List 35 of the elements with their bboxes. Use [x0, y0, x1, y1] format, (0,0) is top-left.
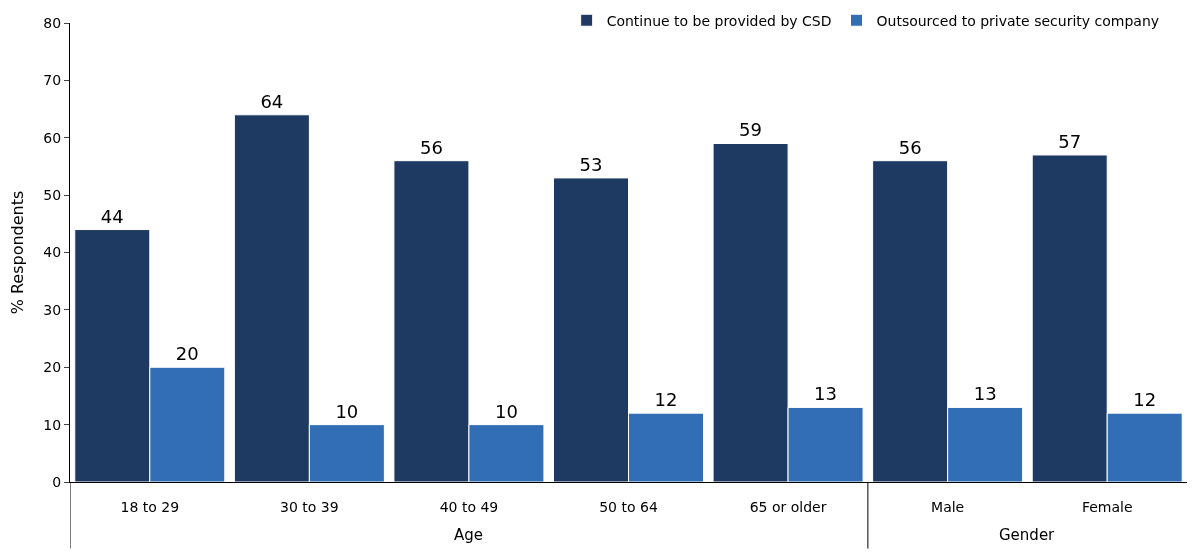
- y-tick-label: 0: [52, 473, 62, 490]
- y-tick-label: 60: [43, 129, 62, 146]
- x-tick-label: 18 to 29: [120, 498, 180, 515]
- data-label: 12: [654, 389, 678, 411]
- x-tick-label: Male: [931, 498, 965, 515]
- data-label: 56: [419, 136, 443, 158]
- y-tick-label: 50: [43, 187, 62, 204]
- data-label: 13: [973, 383, 997, 405]
- data-label: 44: [100, 205, 124, 227]
- x-tick-label: 50 to 64: [599, 498, 658, 515]
- data-label: 59: [739, 119, 763, 141]
- data-label: 53: [579, 153, 603, 175]
- data-label: 57: [1058, 130, 1082, 152]
- legend-label: Outsourced to private security company: [876, 12, 1160, 29]
- x-tick-label: Female: [1081, 498, 1133, 515]
- data-label: 10: [494, 400, 518, 422]
- data-label: 12: [1133, 389, 1157, 411]
- data-label: 10: [335, 400, 359, 422]
- y-tick-label: 20: [43, 359, 62, 376]
- text: Gender: [999, 526, 1056, 544]
- text: Age: [454, 526, 484, 544]
- legend-label: Continue to be provided by CSD: [606, 12, 832, 29]
- y-tick-label: 80: [43, 14, 62, 31]
- y-tick-label: 10: [43, 416, 62, 433]
- x-tick-label: 40 to 49: [439, 498, 499, 515]
- y-tick-label: 40: [43, 244, 62, 261]
- data-label: 56: [898, 136, 922, 158]
- data-label: 13: [814, 383, 838, 405]
- x-tick-label: 65 or older: [749, 498, 827, 515]
- y-tick-label: 70: [43, 72, 62, 89]
- y-tick-label: 30: [43, 301, 62, 318]
- x-tick-label: 30 to 39: [280, 498, 339, 515]
- y-axis-title: % Respondents: [8, 190, 28, 315]
- data-label: 64: [260, 90, 284, 112]
- data-label: 20: [175, 343, 199, 365]
